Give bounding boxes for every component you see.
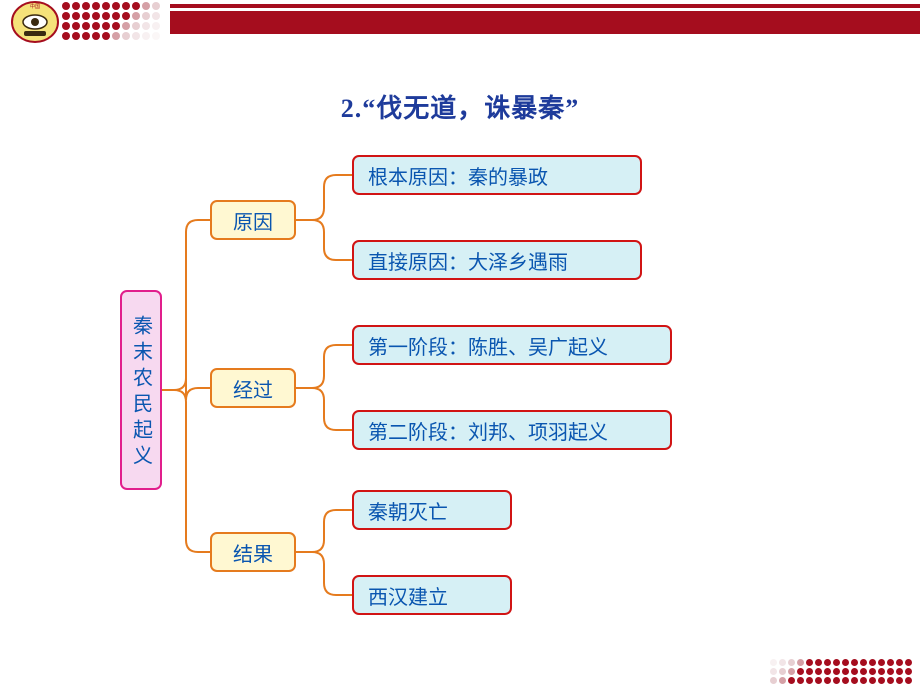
node-root: 秦末农民起义 [120,290,162,490]
node-process: 经过 [210,368,296,408]
header-dots-icon [62,2,160,40]
tree-diagram: 秦末农民起义 原因 经过 结果 根本原因：秦的暴政 直接原因：大泽乡遇雨 第一阶… [120,140,820,660]
node-result: 结果 [210,532,296,572]
node-leaf-cause-2: 直接原因：大泽乡遇雨 [352,240,642,280]
footer-dots-icon [770,659,912,684]
slide-header: 中国 [0,0,920,48]
node-cause: 原因 [210,200,296,240]
node-leaf-process-1: 第一阶段：陈胜、吴广起义 [352,325,672,365]
header-bar-gap [170,8,920,11]
header-logo-icon: 中国 [10,0,60,44]
node-leaf-process-2: 第二阶段：刘邦、项羽起义 [352,410,672,450]
node-leaf-result-1: 秦朝灭亡 [352,490,512,530]
node-leaf-result-2: 西汉建立 [352,575,512,615]
node-leaf-cause-1: 根本原因：秦的暴政 [352,155,642,195]
slide-title: 2.“伐无道，诛暴秦” [0,88,920,125]
svg-text:中国: 中国 [30,3,40,10]
